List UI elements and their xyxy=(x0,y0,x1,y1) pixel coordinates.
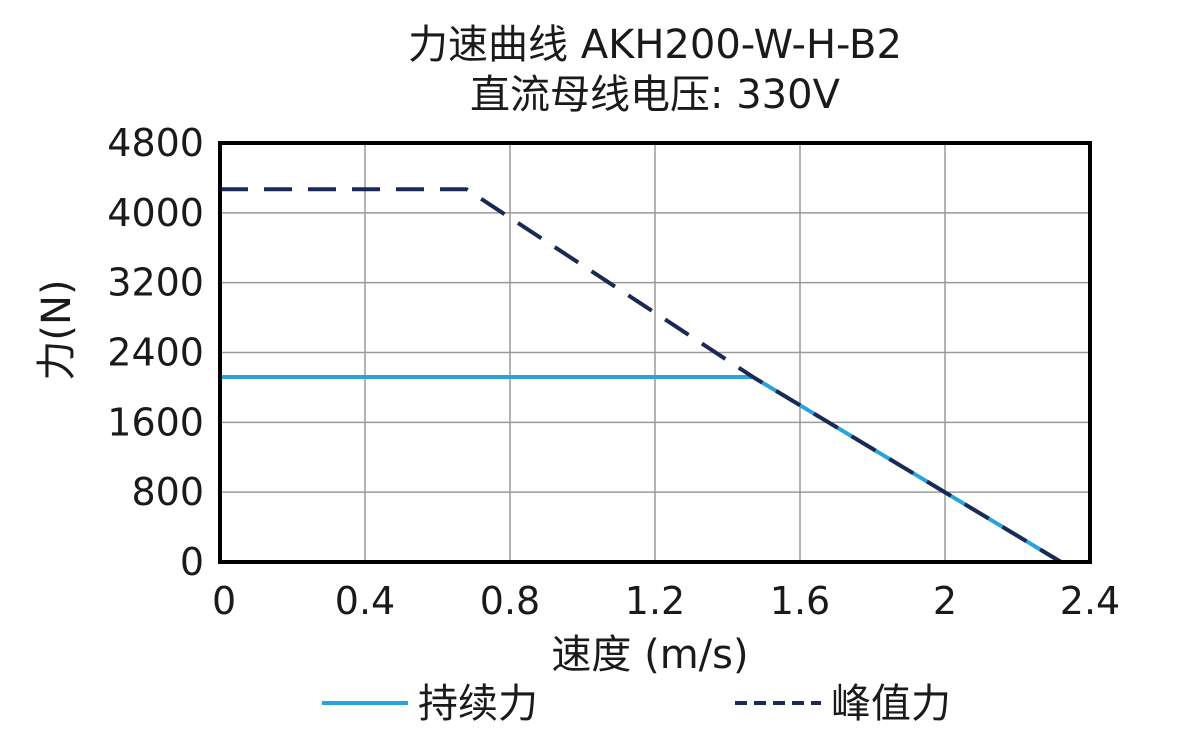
x-tick-label: 0.4 xyxy=(335,579,395,623)
y-tick-label: 4800 xyxy=(107,121,204,165)
chart-subtitle: 直流母线电压: 330V xyxy=(470,72,841,118)
x-tick-label: 2.4 xyxy=(1060,579,1120,623)
plot-frame xyxy=(218,141,1092,564)
series-layer xyxy=(220,187,1063,564)
legend-label: 持续力 xyxy=(418,681,538,727)
y-tick-label: 2400 xyxy=(107,331,204,375)
y-tick-label: 3200 xyxy=(107,261,204,305)
x-tick-label: 0 xyxy=(212,579,236,623)
y-axis-label: 力(N) xyxy=(34,279,80,380)
y-tick-label: 1600 xyxy=(107,400,204,444)
y-tick-label: 4000 xyxy=(107,191,204,235)
chart-title: 力速曲线 AKH200-W-H-B2 xyxy=(408,22,902,68)
x-axis-label: 速度 (m/s) xyxy=(551,632,748,678)
x-tick-label: 1.2 xyxy=(625,579,685,623)
x-tick-label: 1.6 xyxy=(770,579,830,623)
series-line-continuous xyxy=(220,374,1063,564)
x-tick-label: 2 xyxy=(933,579,957,623)
tick-layer: 0 0.4 0.8 1.2 1.6 2 2.4 0 800 1600 2400 3200 4000 480… xyxy=(107,121,1120,623)
legend: 持续力 峰值力 xyxy=(322,681,951,727)
legend-label: 峰值力 xyxy=(831,681,951,727)
y-tick-label: 0 xyxy=(180,540,204,584)
series-line-peak xyxy=(220,187,1063,564)
x-tick-label: 0.8 xyxy=(480,579,540,623)
y-tick-label: 800 xyxy=(131,470,204,514)
